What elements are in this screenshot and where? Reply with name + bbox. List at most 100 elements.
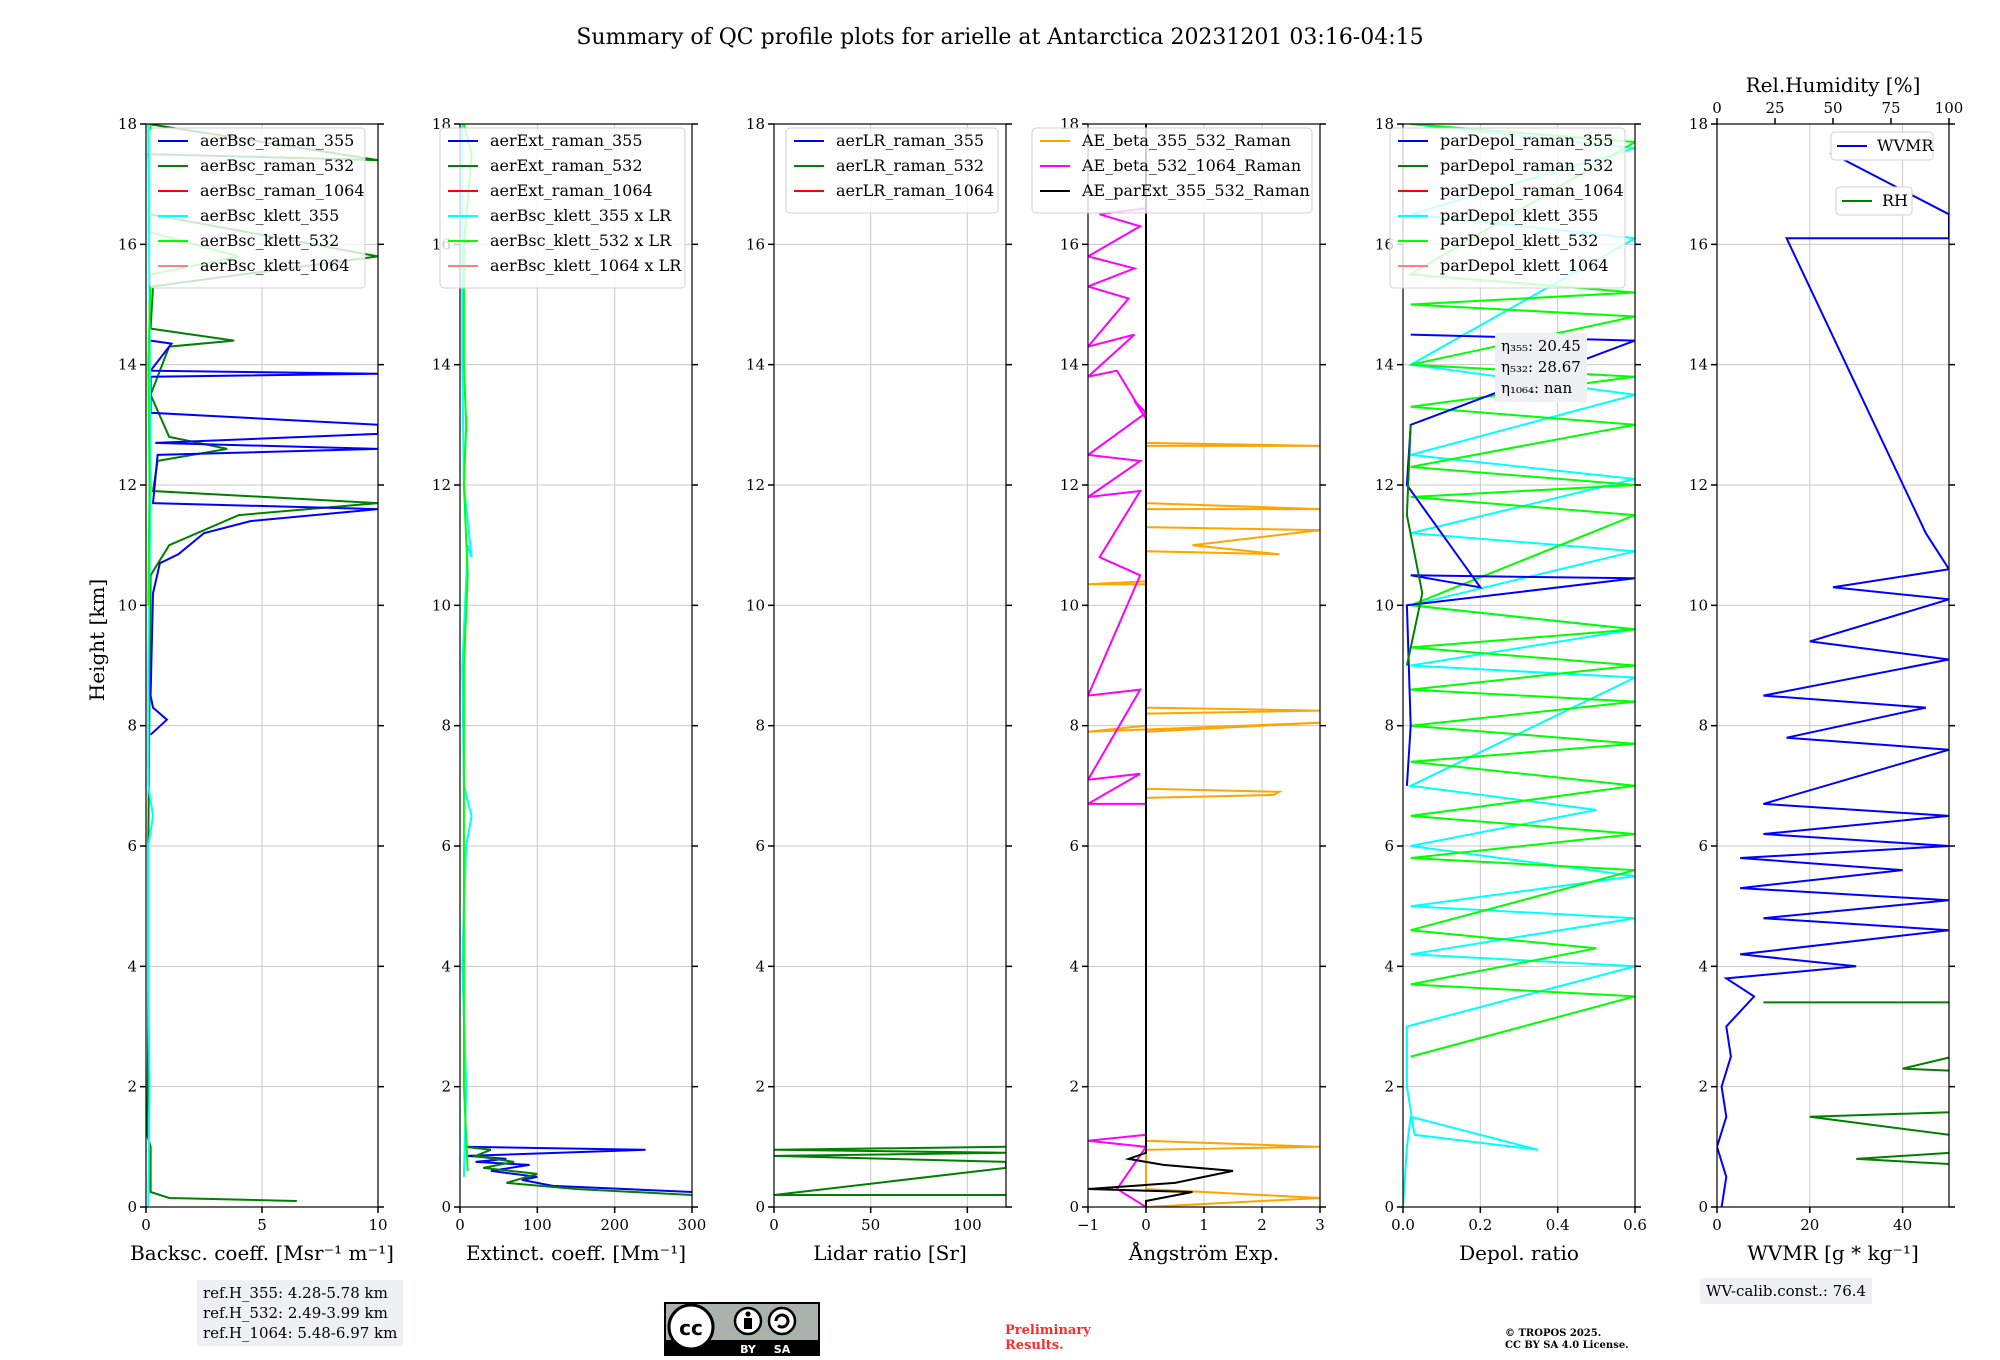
legend-frame	[1031, 127, 1313, 214]
y-tick-label: 2	[1698, 1078, 1708, 1096]
y-tick-label: 16	[1060, 235, 1079, 253]
y-tick-label: 10	[746, 596, 765, 614]
wv-calib-box: WV-calib.const.: 76.4	[1700, 1278, 1873, 1304]
y-tick-label: 16	[118, 235, 137, 253]
cc-license-badge: cc BY SA	[664, 1302, 820, 1356]
y-tick-label: 18	[1375, 115, 1394, 133]
y-tick-label: 6	[1069, 837, 1079, 855]
x-tick-label: 20	[1800, 1216, 1819, 1234]
series-line-aerLR_raman_532	[774, 1145, 1006, 1196]
y-tick-label: 12	[1375, 476, 1394, 494]
legend-label: aerExt_raman_532	[490, 156, 643, 175]
x-tick-label: 0.6	[1623, 1216, 1647, 1234]
top-x-tick-label: 75	[1881, 99, 1900, 117]
y-tick-label: 2	[441, 1078, 451, 1096]
legend-label: aerBsc_klett_355	[200, 206, 339, 225]
legend-label: aerBsc_klett_532	[200, 231, 339, 250]
copyright-line-1: © TROPOS 2025.	[1505, 1328, 1602, 1339]
y-tick-label: 16	[1689, 235, 1708, 253]
y-tick-label: 4	[127, 957, 137, 975]
x-axis-title: Backsc. coeff. [Msr⁻¹ m⁻¹]	[130, 1241, 394, 1265]
x-tick-label: −1	[1077, 1216, 1099, 1234]
y-tick-label: 2	[127, 1078, 137, 1096]
sa-share-icon	[767, 1306, 797, 1336]
legend-frame	[1835, 186, 1913, 216]
y-tick-label: 10	[1689, 596, 1708, 614]
legend-label: parDepol_klett_355	[1440, 206, 1598, 225]
y-tick-label: 16	[1375, 235, 1394, 253]
y-tick-label: 8	[1069, 717, 1079, 735]
legend-label: parDepol_raman_532	[1440, 156, 1613, 175]
legend-label: aerBsc_raman_355	[200, 131, 354, 150]
sa-label: SA	[774, 1343, 791, 1356]
y-tick-label: 12	[432, 476, 451, 494]
legend-frame	[1830, 131, 1934, 161]
panel-depolarization: 0 2 4 6 8 10 12 14 16 18 0.0 0.2 0.4 0.6 Depol. ratio p…	[1375, 115, 1647, 1265]
y-tick-label: 8	[755, 717, 765, 735]
y-tick-label: 18	[746, 115, 765, 133]
x-tick-label: 0	[1141, 1216, 1151, 1234]
y-tick-label: 2	[1069, 1078, 1079, 1096]
y-tick-label: 14	[1689, 356, 1708, 374]
legend: aerExt_raman_355 aerExt_raman_532 aerExt_r…	[439, 127, 686, 289]
y-tick-label: 10	[1375, 596, 1394, 614]
copyright-note: © TROPOS 2025. CC BY SA 4.0 License.	[1505, 1328, 1629, 1352]
x-tick-label: 0	[769, 1216, 779, 1234]
ref-height-1064: ref.H_1064: 5.48-6.97 km	[203, 1324, 398, 1342]
x-tick-label: 0.2	[1468, 1216, 1492, 1234]
legend-frame	[1389, 127, 1626, 289]
x-tick-label: 0.4	[1546, 1216, 1570, 1234]
legend-label: AE_beta_532_1064_Raman	[1081, 156, 1301, 175]
series-line-AE_parExt_355_532_Raman	[1088, 124, 1234, 1207]
wv-calib-const: WV-calib.const.: 76.4	[1706, 1282, 1867, 1300]
y-tick-label: 4	[755, 957, 765, 975]
y-tick-label: 6	[1698, 837, 1708, 855]
series-line-aerExt_raman_532	[463, 1145, 692, 1196]
legend-label: aerBsc_raman_1064	[200, 181, 365, 200]
y-tick-label: 16	[746, 235, 765, 253]
ref-height-355: ref.H_355: 4.28-5.78 km	[203, 1284, 388, 1302]
x-tick-label: 100	[523, 1216, 552, 1234]
y-tick-label: 0	[441, 1198, 451, 1216]
y-tick-label: 14	[746, 356, 765, 374]
x-tick-label: 50	[861, 1216, 880, 1234]
series-line-aerBsc_raman_355	[148, 339, 378, 736]
by-label: BY	[740, 1343, 757, 1356]
x-tick-label: 1	[1199, 1216, 1209, 1234]
x-axis-title: Lidar ratio [Sr]	[813, 1241, 967, 1265]
legend-label: parDepol_raman_355	[1440, 131, 1613, 150]
eta-532: η₅₃₂: 28.67	[1501, 358, 1581, 376]
legend-label: parDepol_klett_1064	[1440, 256, 1609, 275]
top-x-tick-label: 0	[1712, 99, 1722, 117]
y-tick-label: 6	[127, 837, 137, 855]
ref-height-532: ref.H_532: 2.49-3.99 km	[203, 1304, 388, 1322]
x-axis-title: WVMR [g * kg⁻¹]	[1747, 1241, 1919, 1265]
cc-label: cc	[679, 1316, 703, 1340]
x-tick-label: 0	[141, 1216, 151, 1234]
legend-label: parDepol_klett_532	[1440, 231, 1598, 250]
y-tick-label: 8	[441, 717, 451, 735]
legend: aerBsc_raman_355 aerBsc_raman_532 aerBsc_r…	[149, 127, 366, 289]
y-tick-label: 2	[755, 1078, 765, 1096]
y-tick-label: 14	[1375, 356, 1394, 374]
reference-height-box: ref.H_355: 4.28-5.78 km ref.H_532: 2.49-…	[197, 1280, 404, 1346]
legend-frame	[149, 127, 366, 289]
legend-wvmr: WVMR	[1830, 131, 1934, 161]
series-group	[1088, 124, 1320, 1207]
eta-1064: η₁₀₆₄: nan	[1501, 379, 1573, 397]
legend-label: aerBsc_raman_532	[200, 156, 354, 175]
legend-label: aerExt_raman_355	[490, 131, 643, 150]
x-tick-label: 300	[678, 1216, 707, 1234]
x-tick-label: 10	[368, 1216, 387, 1234]
y-axis-title: Height [km]	[85, 579, 109, 701]
y-tick-label: 0	[755, 1198, 765, 1216]
legend-label: RH	[1882, 191, 1908, 210]
y-tick-label: 18	[118, 115, 137, 133]
legend-label: WVMR	[1877, 136, 1934, 155]
y-tick-label: 6	[755, 837, 765, 855]
y-tick-label: 12	[1689, 476, 1708, 494]
y-tick-label: 12	[746, 476, 765, 494]
legend-label: aerLR_raman_532	[836, 156, 984, 175]
